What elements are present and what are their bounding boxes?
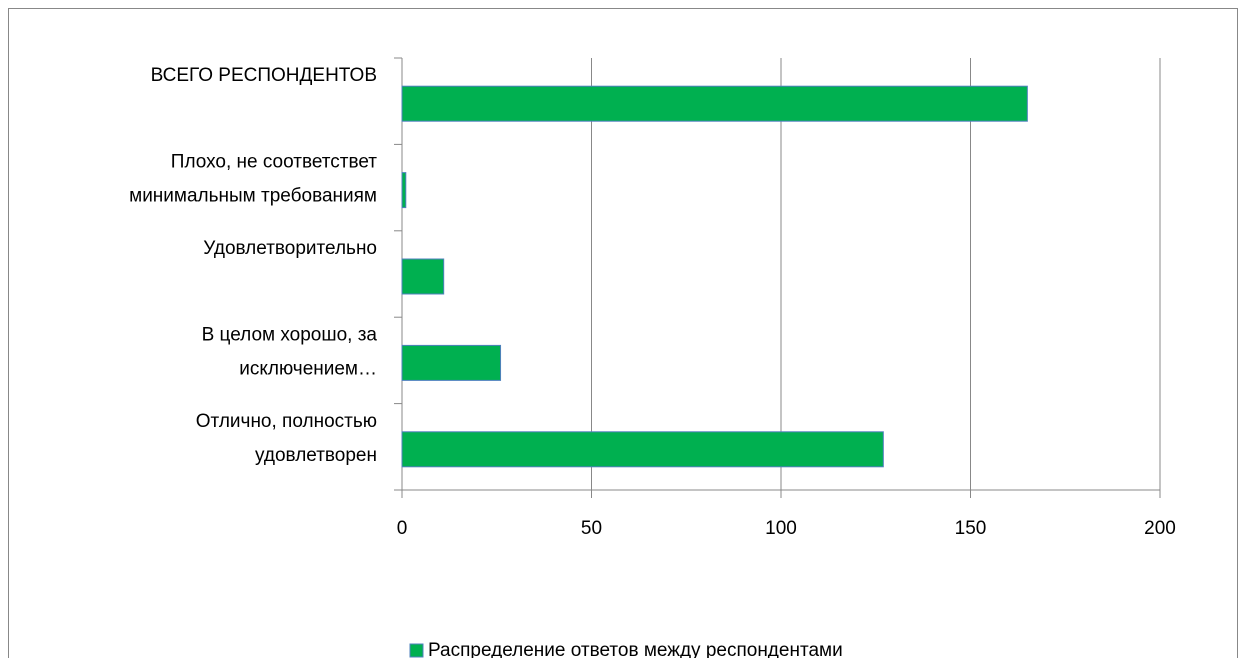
bar <box>401 344 502 381</box>
bar <box>401 431 884 468</box>
x-tick-label: 200 <box>1144 518 1176 539</box>
x-tick-label: 50 <box>581 518 602 539</box>
y-tick-label: В целом хорошо, за исключением… <box>202 324 378 379</box>
chart-frame <box>8 8 1238 658</box>
bar <box>401 85 1028 122</box>
y-tick-label: Удовлетворительно <box>203 238 377 259</box>
y-tick-label: Плохо, не соответствет минимальным требов… <box>129 152 377 207</box>
legend-swatch <box>409 643 424 658</box>
bar <box>401 172 407 209</box>
x-tick-label: 100 <box>765 518 797 539</box>
x-tick-label: 150 <box>955 518 987 539</box>
bar <box>401 258 445 295</box>
y-tick-label: ВСЕГО РЕСПОНДЕНТОВ <box>151 65 377 86</box>
y-tick-label: Отлично, полностью удовлетворен <box>196 411 377 466</box>
legend-label: Распределение ответов между респондентам… <box>428 640 843 658</box>
x-tick-label: 0 <box>397 518 408 539</box>
